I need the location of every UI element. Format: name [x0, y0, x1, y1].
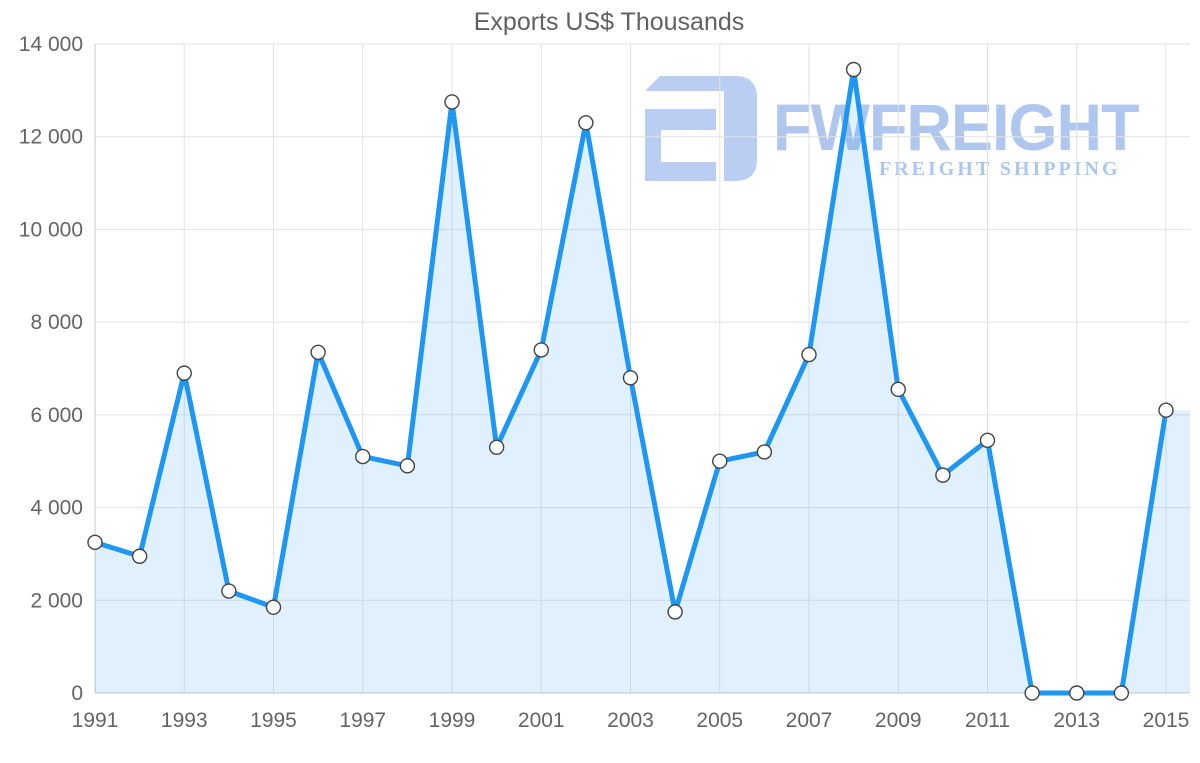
x-tick-label: 2009: [875, 709, 922, 732]
x-tick-label: 2015: [1143, 709, 1190, 732]
x-tick-label: 2011: [965, 709, 1010, 732]
y-tick-label: 12 000: [19, 126, 83, 149]
data-point-2013[interactable]: [1069, 685, 1085, 701]
y-tick-label: 8 000: [30, 311, 83, 334]
x-tick-label: 2003: [607, 709, 654, 732]
series-area-fill: [95, 69, 1190, 693]
data-point-1994[interactable]: [221, 583, 237, 599]
brand-tagline: FREIGHT SHIPPING: [879, 158, 1121, 180]
y-tick-label: 0: [71, 682, 83, 705]
y-tick-label: 2 000: [30, 589, 83, 612]
data-point-2001[interactable]: [533, 342, 549, 358]
data-point-1998[interactable]: [399, 458, 416, 474]
data-point-1993[interactable]: [176, 365, 192, 381]
data-point-2003[interactable]: [622, 370, 639, 386]
brand-watermark: FWFREIGHT FREIGHT SHIPPING: [645, 70, 1165, 190]
data-point-1996[interactable]: [310, 344, 326, 360]
data-point-2006[interactable]: [756, 444, 773, 460]
x-tick-label: 2013: [1053, 709, 1100, 732]
brand-wordmark: FWFREIGHT: [773, 91, 1139, 165]
x-tick-label: 2005: [696, 709, 743, 732]
data-point-1991[interactable]: [87, 534, 103, 551]
x-tick-label: 1995: [250, 709, 297, 732]
data-point-2014[interactable]: [1113, 685, 1130, 701]
data-point-2005[interactable]: [712, 453, 728, 469]
data-point-1992[interactable]: [131, 548, 148, 564]
data-point-2008[interactable]: [845, 61, 862, 78]
data-point-2010[interactable]: [935, 467, 951, 483]
x-tick-label: 1997: [339, 709, 386, 732]
x-tick-label: 1993: [161, 709, 208, 732]
y-tick-label: 4 000: [30, 497, 83, 520]
y-tick-label: 10 000: [19, 218, 83, 241]
y-tick-label: 6 000: [30, 404, 83, 427]
x-tick-label: 2007: [786, 709, 833, 732]
data-point-2004[interactable]: [667, 604, 683, 620]
x-tick-label: 2001: [518, 709, 565, 732]
data-point-2007[interactable]: [801, 346, 817, 363]
data-point-2002[interactable]: [578, 115, 594, 131]
data-point-2011[interactable]: [979, 432, 996, 449]
x-tick-label: 1991: [72, 709, 119, 732]
x-tick-label: 1999: [429, 709, 476, 732]
data-point-1997[interactable]: [355, 448, 371, 465]
fwfreight-logo-icon: [645, 76, 757, 181]
data-point-1999[interactable]: [444, 94, 460, 110]
chart-title: Exports US$ Thousands: [473, 8, 745, 36]
data-point-1995[interactable]: [265, 599, 282, 615]
data-point-2009[interactable]: [890, 381, 906, 398]
data-point-2012[interactable]: [1024, 685, 1040, 701]
y-tick-label: 14 000: [19, 33, 83, 56]
data-point-2015[interactable]: [1158, 402, 1174, 418]
data-point-2000[interactable]: [488, 439, 505, 456]
